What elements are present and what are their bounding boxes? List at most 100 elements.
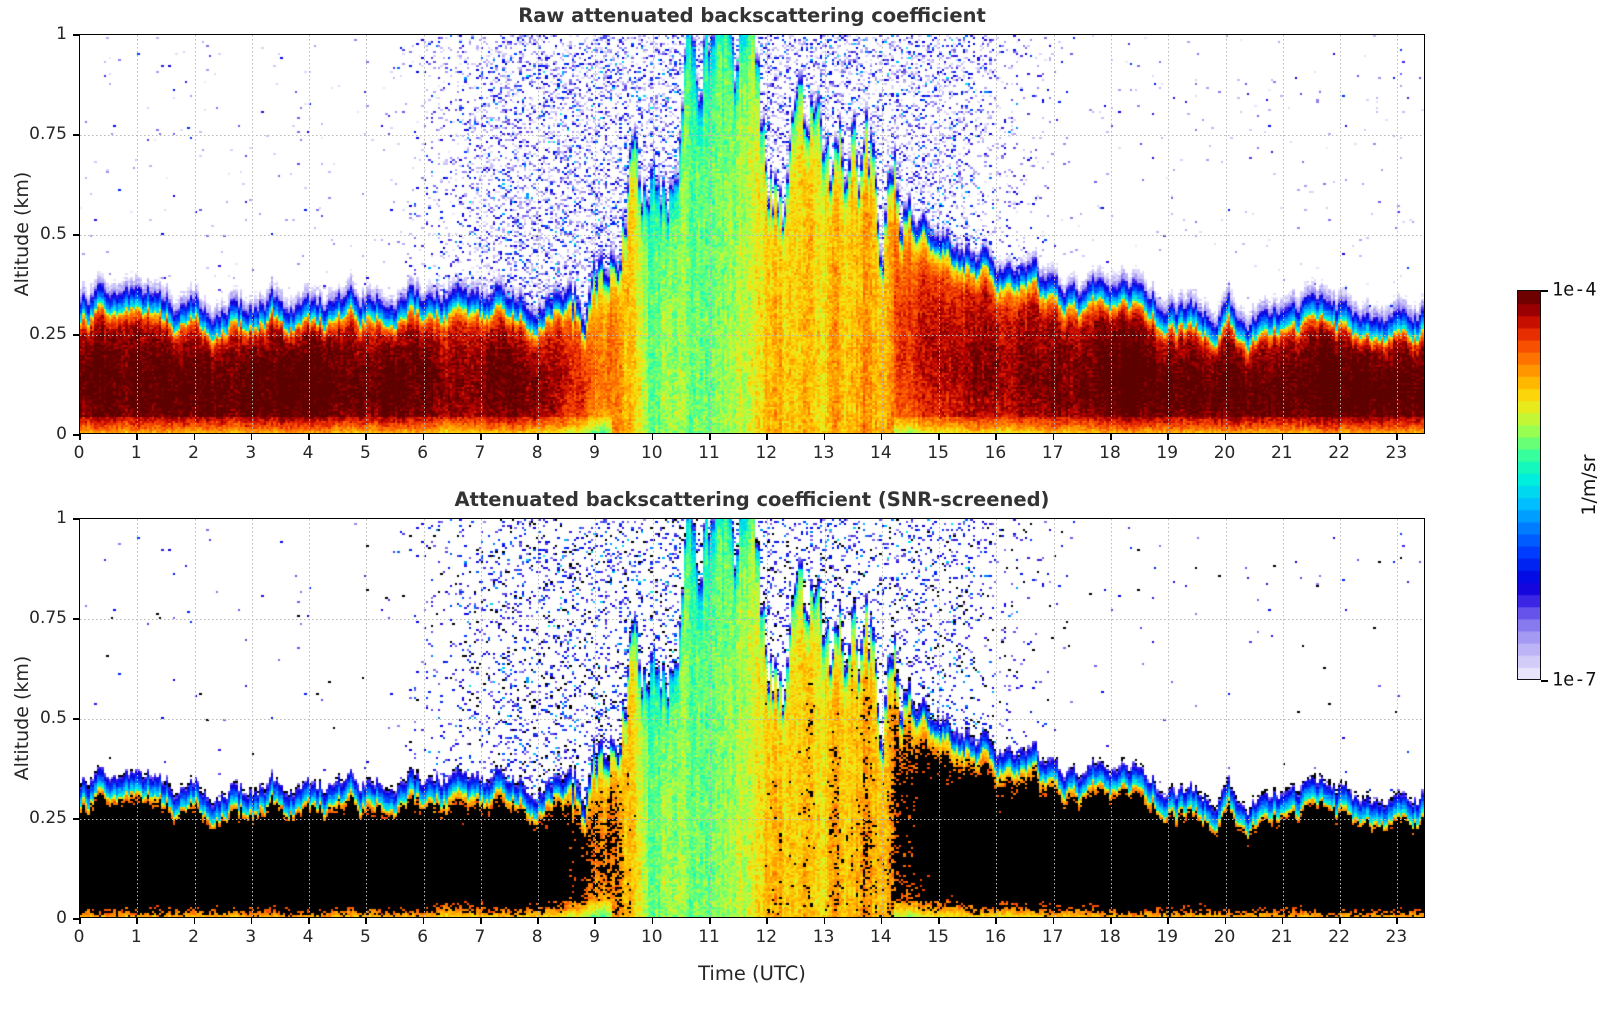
x-axis-tick-label: 2 [188,927,199,947]
x-axis-tick-label: 19 [1156,443,1179,463]
x-axis-tick-label: 9 [589,443,600,463]
y-axis-tick [73,618,79,620]
x-axis-tick-label: 11 [698,443,720,463]
x-axis-tick [1281,434,1284,440]
x-axis-tick [995,918,998,924]
x-axis-tick [1109,918,1112,924]
x-axis-tick-label: 23 [1385,927,1408,947]
x-axis-tick [193,918,196,924]
x-axis-tick-label: 10 [640,443,663,463]
x-axis-tick-label: 12 [755,443,778,463]
x-axis-tick [880,918,883,924]
panel-title-raw: Raw attenuated backscattering coefficien… [518,4,986,27]
x-axis-tick [250,918,253,924]
x-axis-tick-label: 0 [73,927,85,947]
x-axis-tick-label: 7 [474,927,486,947]
x-axis-tick-label: 14 [870,927,892,947]
x-axis-tick [537,918,539,924]
x-axis-tick [823,918,826,924]
colorbar-max-label: 1e-4 [1552,279,1597,301]
x-axis-tick-label: 1 [130,443,142,463]
colorbar-min-label: 1e-7 [1552,669,1597,691]
x-axis-tick-label: 21 [1270,927,1293,947]
x-axis-tick [709,918,711,924]
x-axis-tick [308,918,310,924]
x-axis-tick-label: 22 [1328,443,1350,463]
y-axis-tick [73,518,79,520]
x-axis-tick-label: 7 [474,443,486,463]
y-axis-label-screened: Altitude (km) [11,655,33,781]
x-axis-tick [709,434,711,440]
x-axis-tick-label: 17 [1041,927,1064,947]
x-axis-tick-label: 17 [1041,443,1064,463]
y-axis-label-raw: Altitude (km) [11,171,33,297]
x-axis-tick-label: 1 [130,927,142,947]
y-axis-tick-label: 0.25 [29,324,67,344]
panel-title-screened: Attenuated backscattering coefficient (S… [454,488,1050,511]
x-axis-tick-label: 10 [640,927,663,947]
x-axis-tick-label: 13 [812,443,835,463]
x-axis-tick [1396,434,1398,440]
x-axis-tick-label: 4 [302,927,314,947]
x-axis-tick [422,434,425,440]
panel-screened [79,518,1425,918]
x-axis-tick [766,434,768,440]
y-axis-tick-label: 0.75 [29,124,67,144]
y-axis-tick-label: 0.5 [39,224,67,244]
x-axis-tick [1396,918,1398,924]
x-axis-tick [365,918,367,924]
x-axis-tick-label: 19 [1156,927,1179,947]
y-axis-tick-label: 0 [56,424,67,444]
y-axis-tick [73,234,79,236]
x-axis-tick [136,434,138,440]
x-axis-tick-label: 6 [417,927,429,947]
x-axis-tick [1109,434,1112,440]
x-axis-tick-label: 16 [984,443,1007,463]
x-axis-tick [1052,918,1055,924]
colorbar-tick-min [1541,680,1548,682]
x-axis-tick-label: 6 [417,443,429,463]
x-axis-tick-label: 18 [1099,927,1121,947]
x-axis-tick-label: 20 [1213,927,1236,947]
x-axis-tick [79,918,81,924]
y-axis-tick [73,718,79,720]
x-axis-tick [365,434,367,440]
x-axis-label-screened: Time (UTC) [698,962,806,985]
x-axis-tick-label: 14 [870,443,892,463]
x-axis-tick [479,434,482,440]
x-axis-tick-label: 22 [1328,927,1350,947]
y-axis-tick-label: 0.25 [29,808,67,828]
x-axis-tick-label: 3 [245,443,257,463]
heatmap-screened [80,519,1424,917]
x-axis-tick [1339,918,1341,924]
x-axis-tick [1167,918,1169,924]
x-axis-tick [250,434,253,440]
x-axis-tick [1281,918,1284,924]
x-axis-tick [422,918,425,924]
x-axis-tick-label: 5 [359,443,371,463]
x-axis-tick-label: 18 [1099,443,1121,463]
x-axis-tick-label: 12 [755,927,778,947]
x-axis-tick [79,434,81,440]
x-axis-tick [1339,434,1341,440]
x-axis-tick-label: 13 [812,927,835,947]
y-axis-tick-label: 1 [56,24,67,44]
y-axis-tick [73,134,79,136]
plot-area-screened [79,518,1425,918]
x-axis-tick [193,434,196,440]
x-axis-tick [938,918,940,924]
y-axis-tick [73,334,79,336]
x-axis-tick-label: 2 [188,443,199,463]
colorbar-unit-label: 1/m/sr [1578,454,1600,516]
x-axis-tick [479,918,482,924]
x-axis-tick [766,918,768,924]
y-axis-tick [73,818,79,820]
x-axis-tick [1167,434,1169,440]
y-axis-tick-label: 1 [56,508,67,528]
x-axis-tick-label: 21 [1270,443,1293,463]
x-axis-tick [995,434,998,440]
x-axis-tick-label: 15 [927,927,949,947]
x-axis-tick [651,434,654,440]
y-axis-tick [73,434,79,436]
